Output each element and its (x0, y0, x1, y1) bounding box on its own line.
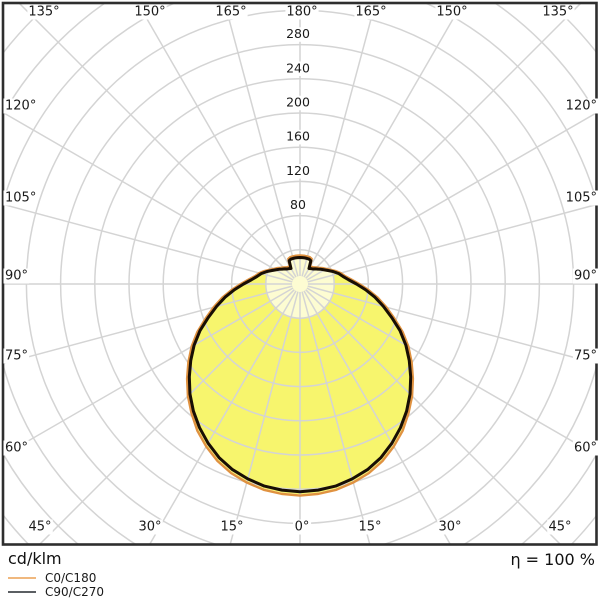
angle-label-top: 150° (436, 5, 467, 20)
angle-label-top: 180° (286, 5, 317, 20)
angle-label-left: 75° (5, 349, 28, 364)
angle-label-left: 60° (5, 441, 28, 456)
angle-label-top: 135° (28, 5, 59, 20)
radial-tick-label-bg (289, 198, 307, 213)
legend-label-c0: C0/C180 (45, 571, 97, 585)
angle-label-right: 90° (574, 269, 597, 284)
angle-label-left-bg (3, 190, 37, 206)
legend-item-c0: C0/C180 (8, 571, 104, 585)
radial-tick-label-bg (285, 27, 311, 42)
radial-tick-label: 160 (286, 129, 310, 144)
radial-tick-label-bg (285, 164, 311, 179)
legend-label-c90: C90/C270 (45, 585, 104, 599)
angle-label-left-bg (3, 348, 30, 364)
angle-label-right: 120° (566, 99, 597, 114)
angle-label-bottom-bg (137, 519, 163, 535)
efficiency-label: η = 100 % (510, 550, 595, 569)
angle-label-left-bg (3, 268, 30, 284)
angle-label-top-bg (214, 4, 248, 20)
unit-label: cd/klm (8, 549, 62, 568)
radial-tick-label: 280 (286, 26, 310, 41)
c0-line-swatch (8, 577, 36, 579)
angle-label-top: 150° (134, 5, 165, 20)
angle-label-bottom: 0° (295, 520, 310, 535)
c90-c270-curve (187, 256, 413, 494)
angle-label-top-bg (354, 4, 388, 20)
angle-label-left: 90° (5, 269, 28, 284)
angle-label-bottom: 15° (358, 520, 381, 535)
legend: C0/C180 C90/C270 (8, 571, 104, 599)
angle-label-left: 120° (5, 99, 36, 114)
angle-label-right-bg (572, 440, 599, 456)
angle-label-bottom: 45° (28, 520, 51, 535)
angle-label-bottom: 30° (138, 520, 161, 535)
angle-label-top-bg (541, 4, 575, 20)
angle-label-top: 165° (355, 5, 386, 20)
angle-label-left-bg (3, 98, 37, 114)
angle-label-top: 165° (215, 5, 246, 20)
angle-label-top-bg (133, 4, 167, 20)
c90-line-swatch (8, 591, 36, 593)
angle-label-top: 135° (542, 5, 573, 20)
angle-label-top-bg (435, 4, 469, 20)
angle-label-bottom: 15° (220, 520, 243, 535)
angle-label-right-bg (565, 190, 599, 206)
angle-label-right-bg (572, 348, 599, 364)
angle-label-right-bg (565, 98, 599, 114)
radial-tick-label: 200 (286, 95, 310, 110)
angle-label-bottom-bg (547, 519, 573, 535)
angle-label-top-bg (285, 4, 319, 20)
radial-tick-label-bg (285, 61, 311, 76)
radial-tick-label-bg (285, 129, 311, 145)
radial-tick-label: 240 (286, 60, 310, 75)
angle-label-top-bg (27, 4, 61, 20)
radial-tick-label-bg (285, 95, 311, 111)
angle-label-bottom-bg (293, 519, 312, 535)
legend-item-c90: C90/C270 (8, 585, 104, 599)
angle-label-right-bg (572, 268, 599, 284)
angle-label-bottom-bg (357, 519, 383, 535)
angle-label-right: 75° (574, 349, 597, 364)
angle-label-bottom: 30° (438, 520, 461, 535)
radial-tick-label: 120 (286, 163, 310, 178)
angle-label-left: 105° (5, 191, 36, 206)
angle-label-bottom-bg (27, 519, 53, 535)
angle-label-bottom: 45° (548, 520, 571, 535)
angle-label-left-bg (3, 440, 30, 456)
angle-label-bottom-bg (219, 519, 245, 535)
angle-label-right: 60° (574, 441, 597, 456)
radial-tick-label: 80 (290, 197, 306, 212)
angle-label-bottom-bg (437, 519, 463, 535)
angle-label-right: 105° (566, 191, 597, 206)
